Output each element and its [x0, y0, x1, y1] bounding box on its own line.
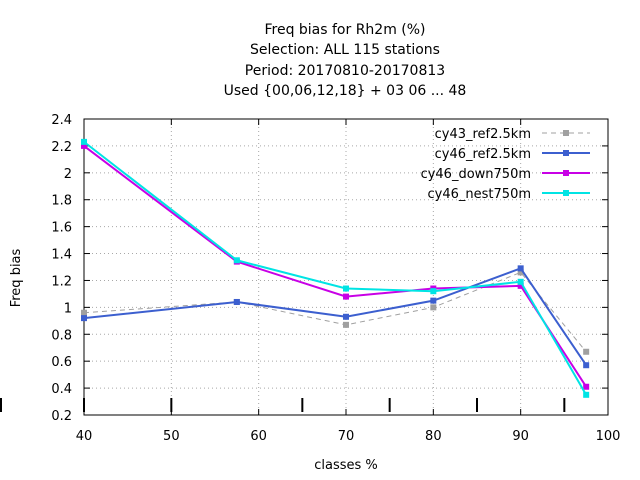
legend-label: cy46_nest750m — [428, 187, 531, 202]
series-line — [83, 145, 588, 388]
y-tick-label: 2.4 — [51, 113, 72, 128]
class-markers — [0, 398, 566, 412]
legend-label: cy43_ref2.5km — [435, 127, 531, 142]
legend-swatch-marker — [563, 150, 569, 156]
y-tick-label: 0.6 — [51, 355, 72, 370]
data-point — [343, 285, 349, 292]
y-tick-label: 1.4 — [51, 248, 72, 263]
title-line-2: Selection: ALL 115 stations — [250, 42, 440, 58]
data-point — [583, 362, 590, 369]
legend-swatch-marker — [563, 190, 569, 196]
series-line — [83, 141, 588, 396]
x-tick-label: 100 — [596, 429, 621, 444]
data-point — [81, 142, 87, 149]
data-point — [233, 257, 240, 264]
y-tick-label: 1.2 — [51, 274, 72, 289]
title-line-1: Freq bias for Rh2m (%) — [264, 22, 425, 38]
data-point — [343, 293, 349, 300]
ticks — [83, 118, 609, 416]
data-point — [517, 282, 524, 289]
data-point — [430, 297, 437, 304]
legend: cy43_ref2.5km cy46_ref2.5km cy46_down750mc… — [421, 127, 590, 202]
data-point — [81, 309, 87, 316]
data-point — [343, 313, 349, 320]
data-point — [430, 288, 437, 295]
data-point — [81, 138, 87, 145]
series-group — [81, 138, 590, 398]
title-line-4: Used {00,06,12,18} + 03 06 ... 48 — [224, 83, 467, 99]
y-tick-label: 1.8 — [51, 194, 72, 209]
legend-swatch-marker — [563, 130, 569, 136]
legend-label: cy46_ref2.5km — [435, 147, 531, 162]
x-tick-label: 90 — [512, 429, 529, 444]
data-point — [81, 315, 87, 322]
data-point — [583, 383, 590, 390]
title-line-3: Period: 20170810-20170813 — [245, 63, 445, 79]
x-tick-label: 80 — [425, 429, 442, 444]
y-tick-label: 2 — [64, 167, 72, 182]
series-line — [83, 271, 587, 353]
legend-label: cy46_down750m — [421, 167, 531, 182]
series-cy46_ref2.5km — [81, 265, 590, 369]
legend-swatch-marker — [563, 170, 569, 176]
x-tick-label: 40 — [76, 429, 93, 444]
data-point — [233, 298, 240, 305]
y-tick-label: 0.2 — [51, 409, 72, 424]
data-point — [517, 278, 524, 285]
data-point — [517, 269, 524, 276]
data-point — [430, 304, 437, 311]
x-tick-label: 70 — [338, 429, 355, 444]
x-tick-label: 60 — [250, 429, 267, 444]
y-tick-label: 1.6 — [51, 221, 72, 236]
y-axis-label: Freq bias — [9, 248, 24, 307]
data-point — [583, 348, 590, 355]
data-point — [583, 391, 590, 398]
series-line — [83, 267, 587, 366]
tick-labels: 40 50 60 70 80 90 100 0.2 0.4 0.6 0.8 1 1.2 1.4 1.6 1.8… — [51, 113, 620, 444]
chart-title: Freq bias for Rh2m (%) Selection: ALL 11… — [224, 22, 467, 99]
y-tick-label: 1 — [64, 301, 72, 316]
x-tick-label: 50 — [163, 429, 180, 444]
series-cy46_nest750m — [81, 138, 590, 398]
y-tick-label: 0.8 — [51, 328, 72, 343]
grid — [84, 119, 608, 415]
y-tick-label: 0.4 — [51, 382, 72, 397]
data-point — [517, 265, 524, 272]
y-tick-label: 2.2 — [51, 140, 72, 155]
data-point — [343, 321, 349, 328]
x-axis-label: classes % — [314, 458, 378, 473]
